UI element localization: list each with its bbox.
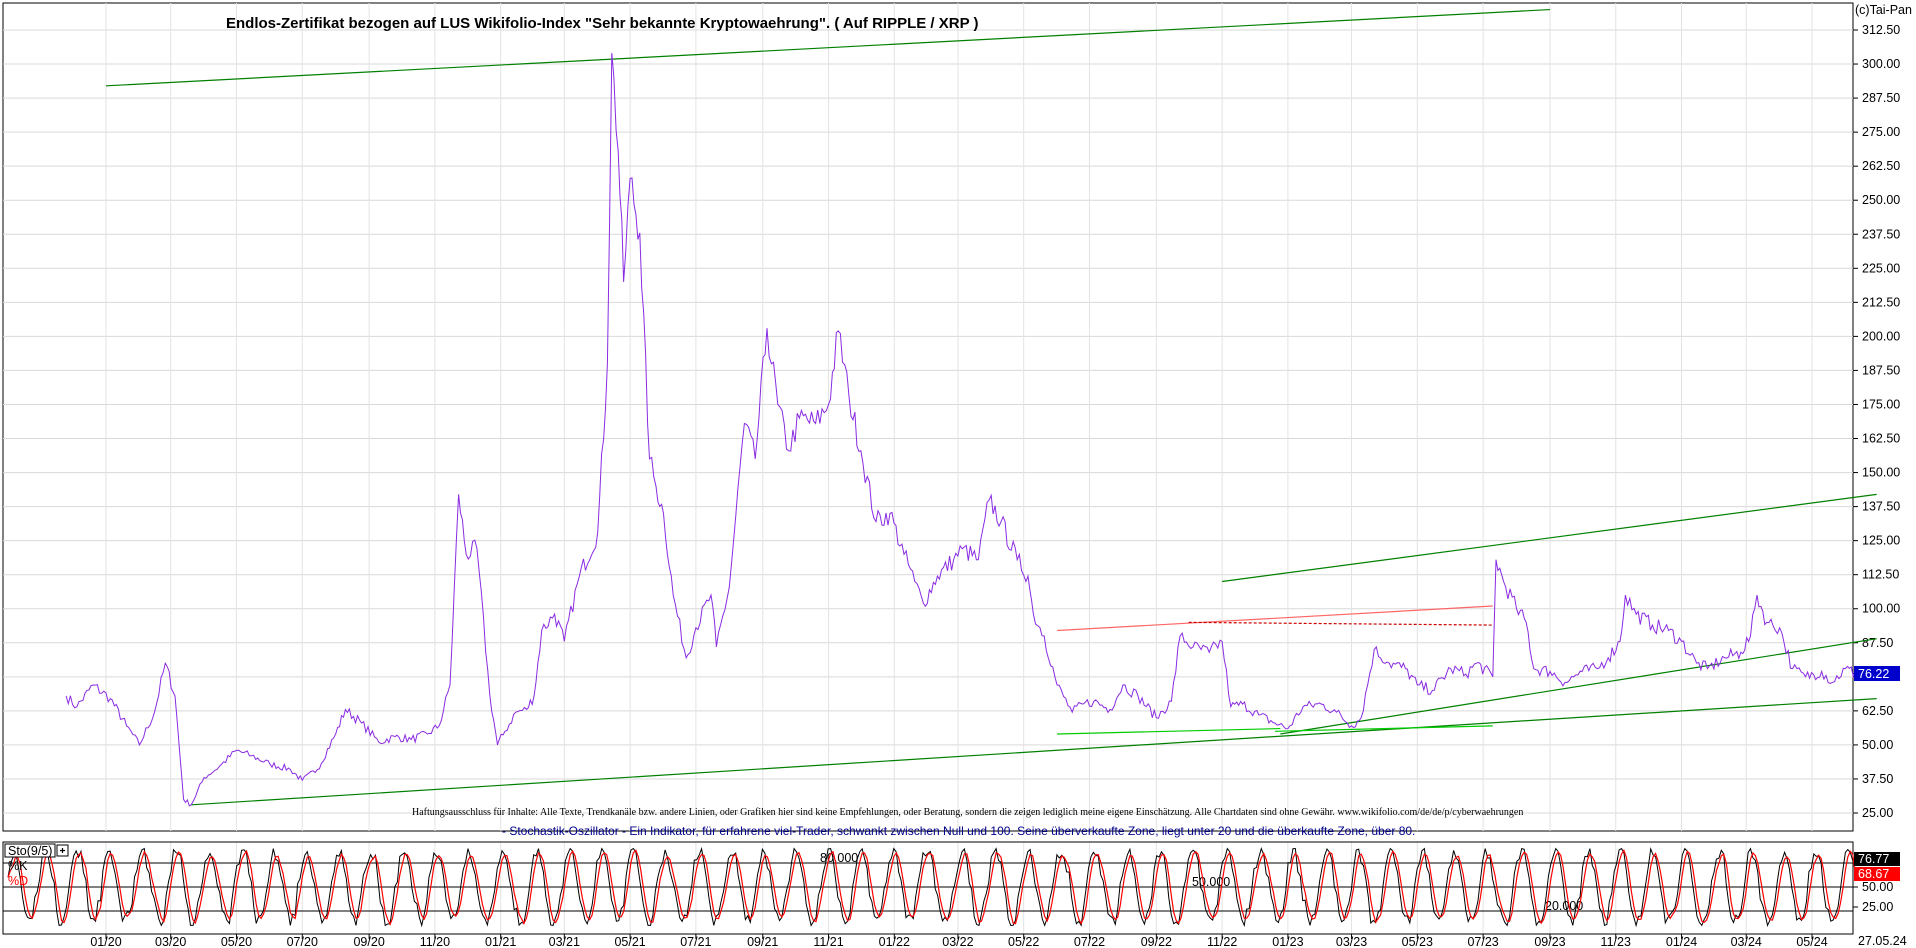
x-tick-label: 05/21 <box>614 935 645 948</box>
trendline <box>191 698 1877 806</box>
y-tick-label: 125.00 <box>1862 534 1900 548</box>
x-tick-label: 03/20 <box>155 935 186 948</box>
y-tick-label: 200.00 <box>1862 329 1900 343</box>
x-tick-label: 11/23 <box>1601 935 1631 948</box>
x-tick-label: 05/23 <box>1402 935 1433 948</box>
level-label: 50.000 <box>1192 875 1230 889</box>
trendline <box>1280 638 1877 735</box>
x-tick-label: 01/21 <box>485 935 516 948</box>
y-tick-label: 137.50 <box>1862 500 1900 514</box>
x-tick-label: 03/24 <box>1731 935 1762 948</box>
osc-tick-label: 50.00 <box>1862 880 1893 894</box>
x-tick-label: 05/24 <box>1796 935 1827 948</box>
x-tick-label: 01/22 <box>879 935 910 948</box>
date-label: 27.05.24 <box>1858 934 1907 948</box>
trendline <box>1222 493 1877 583</box>
price-line <box>65 53 1856 807</box>
indicator-label-bg[interactable] <box>4 843 56 858</box>
y-tick-label: 225.00 <box>1862 261 1900 275</box>
d-value-tag: 68.67 <box>1854 867 1900 881</box>
trendline <box>1057 605 1493 632</box>
level-label: 20.000 <box>1545 899 1583 913</box>
indicator-label-box[interactable]: Sto(9/5) <box>4 843 69 858</box>
y-tick-label: 175.00 <box>1862 397 1900 411</box>
osc-tick-label: 25.00 <box>1862 900 1893 914</box>
trendline <box>1057 727 1281 735</box>
price-grid <box>3 3 1853 934</box>
indicator-label[interactable]: Sto(9/5) <box>8 844 52 858</box>
x-tick-label: 03/23 <box>1336 935 1367 948</box>
x-tick-label: 05/22 <box>1008 935 1039 948</box>
y-tick-label: 50.00 <box>1862 738 1893 752</box>
y-tick-label: 150.00 <box>1862 466 1900 480</box>
y-tick-label: 62.50 <box>1862 704 1893 718</box>
k-value-tag-bg <box>1854 852 1900 866</box>
d-line <box>7 849 1856 926</box>
trendline <box>1274 725 1493 732</box>
y-tick-label: 312.50 <box>1862 23 1900 37</box>
price-axis: 312.50 300.00 287.50 275.00 262.50 250.00 237.… <box>1853 23 1900 820</box>
x-tick-label: 09/21 <box>747 935 778 948</box>
y-tick-label: 262.50 <box>1862 159 1900 173</box>
x-tick-label: 01/24 <box>1666 935 1697 948</box>
copyright-label: (c)Tai-Pan <box>1855 3 1912 17</box>
x-tick-label: 07/23 <box>1467 935 1498 948</box>
last-value-label: 76.22 <box>1858 667 1889 681</box>
last-value-tag-bg <box>1854 666 1900 681</box>
x-axis: 27.05.24 01/20 03/20 05/20 07/20 09/20 11/20 0… <box>3 933 1907 948</box>
x-tick-label: 03/21 <box>549 935 580 948</box>
y-tick-label: 100.00 <box>1862 602 1900 616</box>
y-tick-label: 187.50 <box>1862 363 1900 377</box>
y-tick-label: 212.50 <box>1862 295 1900 309</box>
d-value-label: 68.67 <box>1858 867 1889 881</box>
x-tick-label: 07/22 <box>1074 935 1105 948</box>
stochastic-axis: 50.00 25.00 <box>1853 880 1893 914</box>
x-tick-label: 11/20 <box>420 935 450 948</box>
trendlines <box>105 8 1877 806</box>
plus-icon <box>60 848 65 853</box>
chart-title: Endlos-Zertifikat bezogen auf LUS Wikifo… <box>226 15 979 32</box>
trendline <box>1188 621 1493 626</box>
y-tick-label: 237.50 <box>1862 227 1900 241</box>
x-tick-label: 11/22 <box>1207 935 1237 948</box>
level-label: 80.000 <box>820 851 858 865</box>
x-tick-label: 09/23 <box>1534 935 1565 948</box>
trendline <box>105 8 1550 87</box>
y-tick-label: 25.00 <box>1862 806 1893 820</box>
x-tick-label: 03/22 <box>942 935 973 948</box>
x-tick-label: 01/23 <box>1272 935 1303 948</box>
y-tick-label: 287.50 <box>1862 91 1900 105</box>
x-tick-label: 07/21 <box>680 935 711 948</box>
stochastic-panel: - Stochastik-Oszillator - Ein Indikator,… <box>2 824 1900 935</box>
x-tick-label: 11/21 <box>813 935 843 948</box>
y-tick-label: 162.50 <box>1862 432 1900 446</box>
y-tick-label: 275.00 <box>1862 125 1900 139</box>
y-tick-label: 37.50 <box>1862 772 1893 786</box>
y-tick-label: 250.00 <box>1862 193 1900 207</box>
price-panel-frame <box>2 2 1854 832</box>
last-value-tag: 76.22 <box>1854 666 1900 681</box>
legend-k: %K <box>8 859 28 873</box>
k-line <box>7 846 1856 928</box>
x-tick-label: 09/22 <box>1141 935 1172 948</box>
x-tick-label: 09/20 <box>353 935 384 948</box>
k-value-tag: 76.77 <box>1854 852 1900 866</box>
y-tick-label: 300.00 <box>1862 57 1900 71</box>
y-tick-label: 112.50 <box>1862 568 1899 582</box>
stochastic-series <box>7 846 1856 928</box>
d-value-tag-bg <box>1854 867 1900 881</box>
disclaimer-text: Haftungsausschluss für Inhalte: Alle Tex… <box>412 807 1523 818</box>
legend-d: %D <box>8 874 28 888</box>
x-tick-label: 05/20 <box>221 935 252 948</box>
y-tick-label: 87.50 <box>1862 636 1893 650</box>
stochastic-description: - Stochastik-Oszillator - Ein Indikator,… <box>502 824 1415 838</box>
x-tick-label: 07/20 <box>287 935 318 948</box>
stochastic-levels: 80.000 50.000 20.000 <box>3 851 1853 913</box>
k-value-label: 76.77 <box>1858 852 1889 866</box>
x-tick-label: 01/20 <box>90 935 121 948</box>
